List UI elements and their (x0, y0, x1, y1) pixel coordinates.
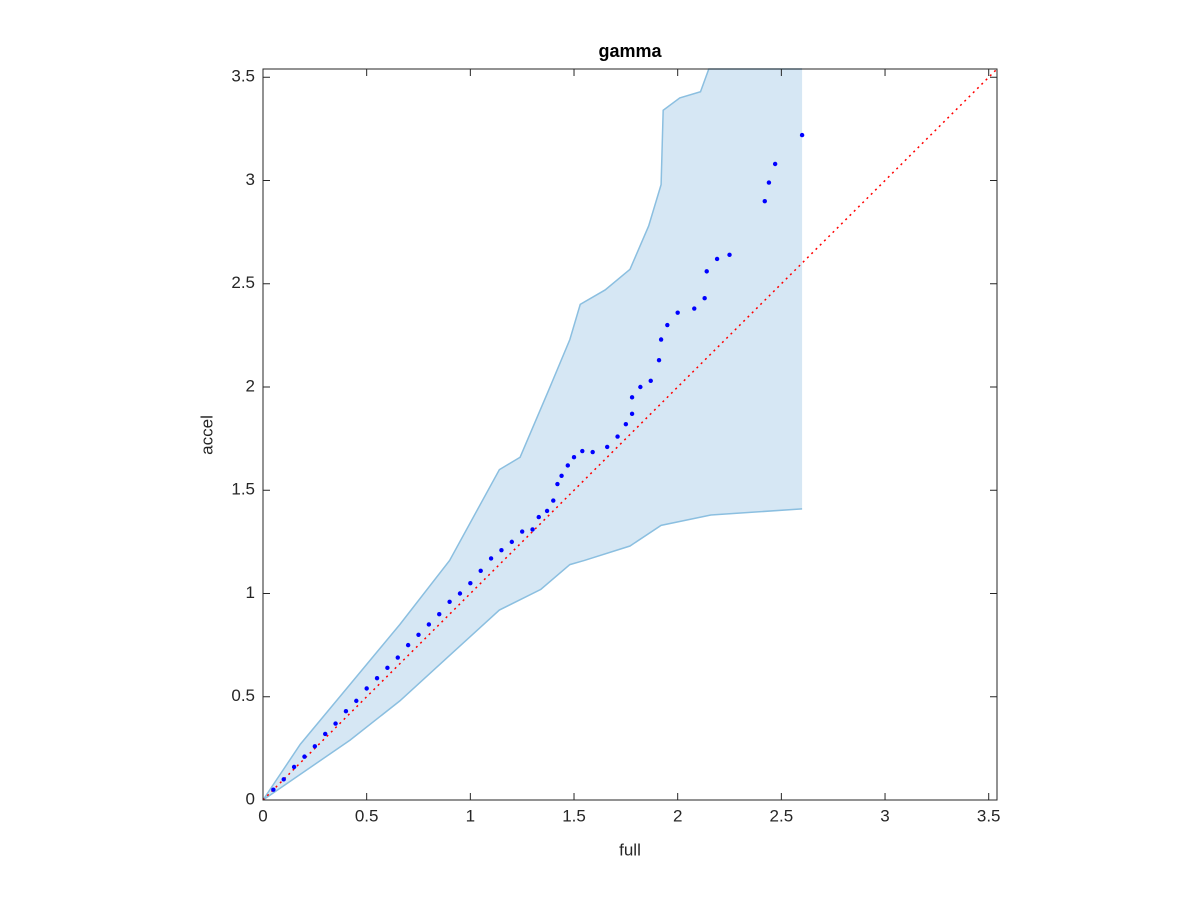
data-point (692, 306, 697, 311)
reference-line (262, 68, 998, 801)
data-point (559, 473, 564, 478)
data-point (519, 529, 525, 534)
data-point (799, 132, 805, 138)
y-tick-label: 3.5 (231, 67, 255, 86)
data-point (333, 721, 338, 726)
data-point (437, 611, 442, 617)
data-point (530, 527, 535, 532)
x-tick-label: 2.5 (770, 806, 794, 825)
data-point (364, 686, 369, 691)
data-point (675, 310, 680, 315)
data-point (478, 568, 483, 573)
data-point (623, 421, 629, 427)
axes-box (262, 68, 998, 801)
data-point (323, 731, 328, 737)
data-point (457, 591, 463, 596)
data-point (629, 411, 635, 417)
chart-title: gamma (598, 41, 662, 61)
data-point (447, 599, 452, 604)
x-tick-label: 1 (466, 806, 475, 825)
x-axis-label: full (619, 840, 641, 859)
data-point (638, 384, 643, 390)
data-point (354, 698, 359, 704)
data-point (615, 434, 620, 439)
y-tick-label: 2 (246, 376, 255, 395)
data-point (772, 161, 778, 167)
y-tick-label: 1 (246, 583, 255, 602)
y-tick-label: 3 (246, 170, 255, 189)
data-point (281, 777, 286, 782)
data-point (499, 547, 504, 553)
data-point (762, 198, 767, 204)
y-tick-label: 1.5 (231, 480, 255, 499)
data-point (571, 455, 577, 460)
data-point (343, 709, 349, 714)
x-tick-label: 3 (880, 806, 889, 825)
data-point (374, 675, 380, 681)
data-point (565, 463, 570, 468)
data-point (468, 580, 473, 586)
data-point (509, 539, 515, 545)
data-point (604, 444, 610, 450)
data-point (385, 665, 390, 671)
data-point (291, 764, 297, 770)
data-point (416, 632, 421, 638)
x-tick-label: 0 (258, 806, 267, 825)
data-point (714, 256, 720, 262)
data-point (426, 622, 432, 627)
y-axis-label: accel (197, 415, 216, 455)
band-lower-edge (262, 508, 803, 801)
data-point (665, 322, 670, 328)
data-point (629, 395, 635, 400)
x-tick-label: 0.5 (355, 806, 379, 825)
data-point (580, 448, 585, 454)
x-tick-label: 3.5 (977, 806, 1001, 825)
data-point (704, 269, 709, 274)
data-point (488, 556, 494, 561)
data-point (656, 357, 662, 363)
data-point (536, 514, 541, 520)
data-point (271, 787, 276, 792)
data-point (590, 449, 595, 455)
data-point (302, 754, 307, 759)
data-point (405, 642, 411, 648)
y-tick-label: 0 (246, 789, 255, 808)
band-upper-edge (262, 68, 803, 801)
data-point (766, 180, 772, 185)
data-point (312, 744, 318, 749)
data-point (544, 508, 550, 514)
x-tick-label: 1.5 (562, 806, 586, 825)
y-tick-label: 2.5 (231, 273, 255, 292)
data-point (551, 498, 556, 503)
data-point (702, 296, 707, 301)
data-point (727, 252, 732, 258)
confidence-band (263, 69, 803, 800)
x-tick-label: 2 (673, 806, 682, 825)
data-point (555, 481, 560, 487)
data-point (395, 655, 400, 660)
y-tick-label: 0.5 (231, 686, 255, 705)
data-point (658, 337, 664, 342)
data-point (648, 378, 653, 384)
